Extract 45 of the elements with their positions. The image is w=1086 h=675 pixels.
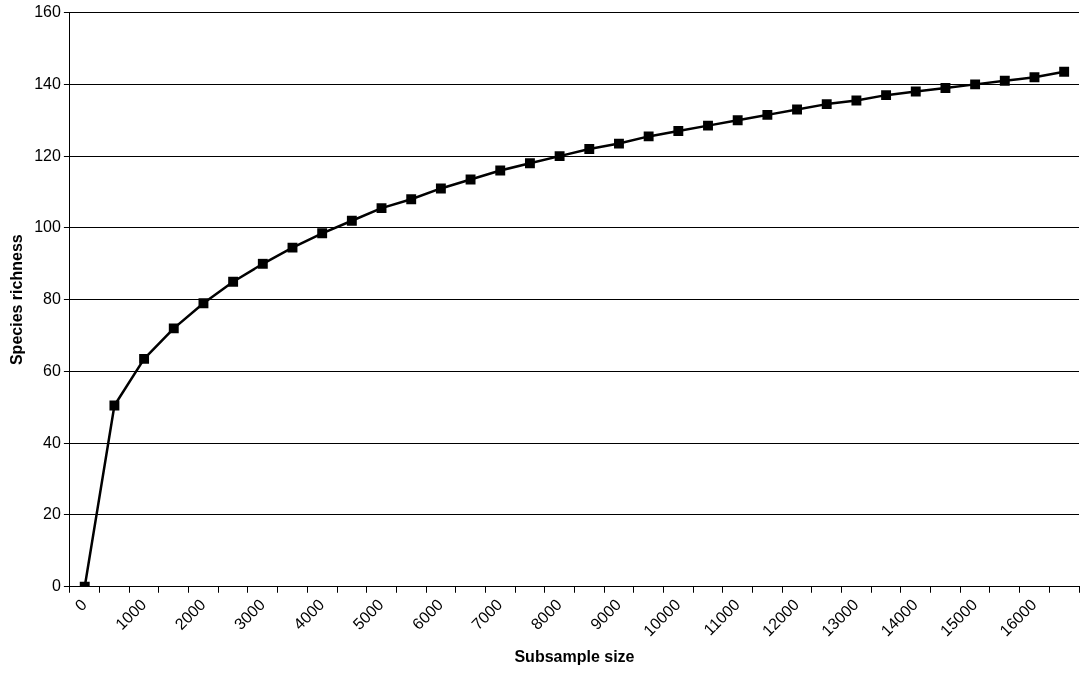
point xyxy=(435,183,446,194)
point xyxy=(999,75,1010,86)
point xyxy=(643,131,654,142)
point xyxy=(406,194,417,205)
y-tick-label: 160 xyxy=(34,3,61,21)
x-tick-label: 0 xyxy=(71,595,91,615)
x-axis-title: Subsample size xyxy=(514,647,635,665)
point xyxy=(881,90,892,101)
point xyxy=(851,95,862,106)
y-tick-label: 120 xyxy=(34,146,61,164)
point xyxy=(198,298,209,309)
point xyxy=(673,126,684,136)
point xyxy=(168,323,179,334)
y-axis-title: Species richness xyxy=(8,234,26,366)
point xyxy=(376,203,387,214)
point xyxy=(792,104,802,115)
point xyxy=(821,99,832,110)
point xyxy=(524,158,535,169)
point xyxy=(970,79,981,90)
y-tick-label: 80 xyxy=(43,290,61,308)
point xyxy=(317,228,328,239)
point xyxy=(287,242,298,253)
point xyxy=(495,165,506,176)
point xyxy=(554,151,565,162)
point xyxy=(1059,66,1070,77)
point xyxy=(762,109,773,120)
point xyxy=(614,138,624,149)
y-tick-label: 20 xyxy=(43,505,61,523)
y-tick-label: 60 xyxy=(43,361,61,379)
point xyxy=(1029,72,1040,83)
point xyxy=(139,353,150,364)
y-tick-label: 140 xyxy=(34,74,61,92)
point xyxy=(346,215,357,226)
point xyxy=(910,86,921,97)
point xyxy=(257,258,268,269)
point xyxy=(465,174,476,185)
point xyxy=(732,115,743,126)
point xyxy=(940,83,951,93)
y-tick-label: 0 xyxy=(51,577,61,595)
point xyxy=(228,276,239,287)
point xyxy=(109,400,120,411)
point xyxy=(584,144,595,154)
y-tick-label: 100 xyxy=(34,218,61,236)
point xyxy=(703,120,713,131)
y-tick-label: 40 xyxy=(43,433,61,451)
